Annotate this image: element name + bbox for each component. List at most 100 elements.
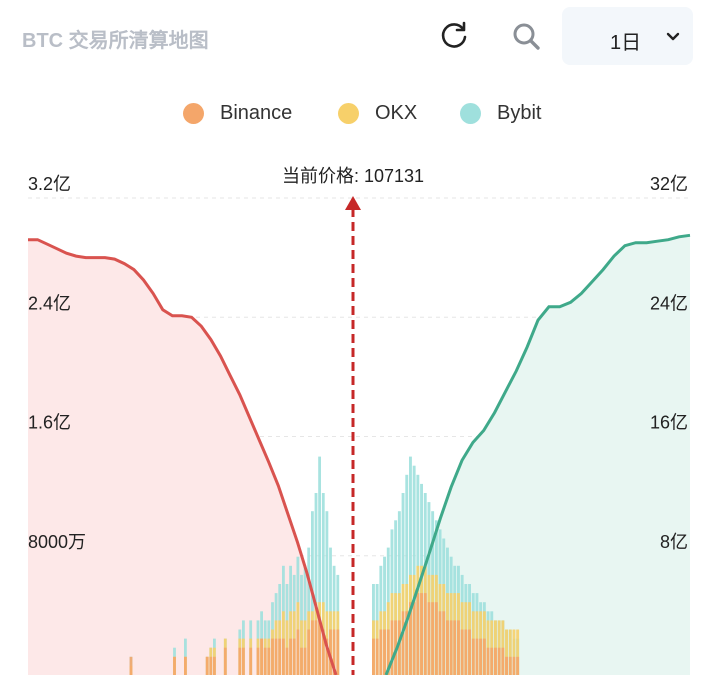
right-bar-binance bbox=[453, 620, 457, 675]
short-liquidation-fill bbox=[28, 239, 336, 675]
right-bar-binance bbox=[508, 656, 512, 675]
left-bar-binance bbox=[296, 629, 300, 675]
left-bar-bybit bbox=[321, 493, 325, 675]
left-bar-binance bbox=[314, 620, 318, 675]
left-bar-bybit bbox=[325, 511, 329, 675]
left-bar-binance bbox=[271, 638, 274, 675]
left-bar-binance bbox=[278, 638, 282, 675]
right-bar-binance bbox=[427, 602, 431, 675]
right-bar-binance bbox=[401, 611, 405, 675]
left-axis-labels: 3.2亿 2.4亿 1.6亿 8000万 bbox=[28, 174, 86, 552]
search-button[interactable] bbox=[506, 16, 546, 56]
left-bar-bybit bbox=[318, 456, 321, 675]
left-axis-tick: 2.4亿 bbox=[28, 293, 71, 313]
search-icon bbox=[513, 23, 540, 50]
short-cumulative-line bbox=[28, 238, 338, 675]
left-bar-binance bbox=[256, 647, 260, 675]
right-bar-binance bbox=[505, 656, 508, 675]
timeframe-value: 1日 bbox=[610, 32, 642, 54]
right-bar-binance bbox=[375, 638, 379, 675]
right-bar-binance bbox=[512, 656, 516, 675]
right-bar-okx bbox=[516, 629, 520, 675]
right-bar-bybit bbox=[412, 465, 416, 675]
left-bar-bybit bbox=[314, 493, 318, 675]
right-bar-binance bbox=[486, 647, 490, 675]
left-bar-binance bbox=[289, 638, 292, 675]
right-bar-binance bbox=[471, 638, 475, 675]
right-bar-binance bbox=[431, 602, 435, 675]
legend-label-okx: OKX bbox=[375, 101, 418, 124]
refresh-button[interactable] bbox=[434, 16, 474, 56]
right-bar-binance bbox=[412, 602, 416, 675]
header-bar: BTC 交易所清算地图 1日 bbox=[0, 0, 714, 76]
left-bar-binance bbox=[129, 656, 133, 675]
left-bar-binance bbox=[205, 656, 209, 675]
legend-swatch-okx bbox=[338, 102, 359, 124]
right-bar-binance bbox=[420, 593, 423, 675]
right-bar-binance bbox=[494, 647, 497, 675]
right-bar-bybit bbox=[409, 456, 412, 675]
right-bar-binance bbox=[490, 647, 494, 675]
right-bar-binance bbox=[416, 593, 420, 675]
liquidation-chart: 当前价格: 107131 3.2亿 2.4亿 1.6亿 8000万 32亿 24亿 16亿… bbox=[28, 166, 691, 675]
right-bar-binance bbox=[464, 629, 468, 675]
left-bar-binance bbox=[213, 656, 216, 675]
right-bar-binance bbox=[468, 629, 471, 675]
right-bar-binance bbox=[482, 638, 486, 675]
right-bar-binance bbox=[449, 620, 453, 675]
left-bar-binance bbox=[249, 647, 253, 675]
page-title: BTC 交易所清算地图 bbox=[22, 30, 209, 52]
right-bar-binance bbox=[423, 593, 427, 675]
right-bar-binance bbox=[379, 629, 383, 675]
right-bar-okx bbox=[505, 629, 508, 675]
legend-label-bybit: Bybit bbox=[497, 101, 542, 124]
long-liquidation-fill bbox=[386, 235, 690, 675]
right-bar-binance bbox=[446, 620, 449, 675]
right-bar-binance bbox=[397, 620, 401, 675]
current-price-label: 当前价格: 107131 bbox=[282, 166, 424, 186]
left-axis-tick: 3.2亿 bbox=[28, 174, 71, 194]
left-bar-binance bbox=[329, 629, 332, 675]
right-bar-binance bbox=[383, 629, 386, 675]
left-axis-tick: 1.6亿 bbox=[28, 413, 71, 433]
left-bar-binance bbox=[223, 647, 227, 675]
right-axis-tick: 32亿 bbox=[650, 174, 688, 194]
legend-item-bybit[interactable]: Bybit bbox=[460, 98, 541, 128]
gridlines bbox=[28, 197, 690, 557]
left-bar-binance bbox=[311, 620, 314, 675]
left-bar-binance bbox=[242, 647, 245, 675]
timeframe-select[interactable]: 1日 bbox=[562, 7, 693, 65]
legend-item-binance[interactable]: Binance bbox=[183, 98, 292, 128]
current-price-arrow bbox=[345, 196, 361, 210]
left-bar-binance bbox=[300, 647, 303, 675]
left-bar-binance bbox=[209, 656, 213, 675]
right-bar-bybit bbox=[397, 511, 401, 675]
left-bar-binance bbox=[303, 647, 307, 675]
left-bar-binance bbox=[318, 620, 321, 675]
left-bar-binance bbox=[292, 638, 296, 675]
left-bar-binance bbox=[307, 629, 311, 675]
right-bar-binance bbox=[372, 638, 375, 675]
left-bar-binance bbox=[274, 638, 278, 675]
cumulative-fills bbox=[28, 235, 690, 675]
current-price-marker: 当前价格: 107131 bbox=[282, 166, 424, 675]
long-cumulative-line bbox=[384, 233, 691, 675]
right-bar-okx bbox=[508, 629, 512, 675]
left-bar-binance bbox=[238, 647, 242, 675]
left-bar-binance bbox=[285, 647, 289, 675]
right-bar-binance bbox=[516, 656, 520, 675]
right-axis-tick: 24亿 bbox=[650, 293, 688, 313]
left-bar-binance bbox=[184, 656, 187, 675]
right-axis-labels: 32亿 24亿 16亿 8亿 bbox=[650, 174, 688, 552]
right-bar-binance bbox=[501, 647, 505, 675]
right-bar-binance bbox=[386, 629, 390, 675]
right-bar-binance bbox=[442, 611, 446, 675]
refresh-icon bbox=[441, 21, 467, 48]
left-bar-binance bbox=[263, 647, 267, 675]
legend-item-okx[interactable]: OKX bbox=[338, 98, 417, 128]
cumulative-curves bbox=[28, 233, 691, 675]
left-bar-binance bbox=[332, 629, 336, 675]
left-bar-binance bbox=[321, 629, 325, 675]
chart-legend: Binance OKX Bybit bbox=[0, 98, 714, 128]
chevron-down-icon bbox=[666, 32, 680, 41]
